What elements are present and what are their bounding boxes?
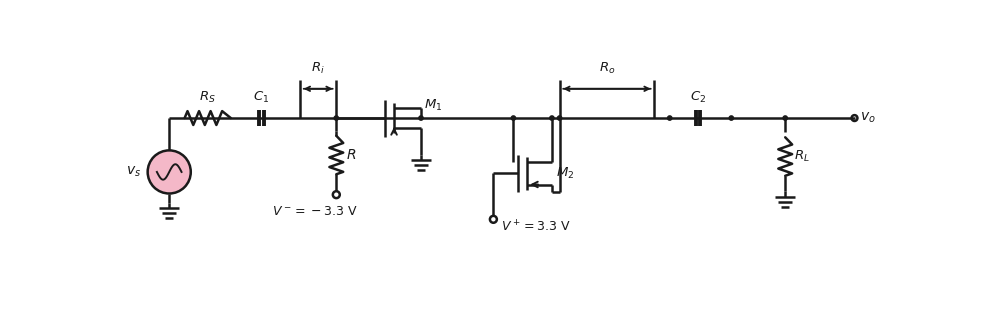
Text: $R_L$: $R_L$	[793, 149, 809, 164]
Text: $R_S$: $R_S$	[199, 90, 216, 105]
Circle shape	[667, 116, 671, 120]
Circle shape	[334, 116, 338, 120]
Circle shape	[511, 116, 515, 120]
Text: $v_o$: $v_o$	[859, 111, 875, 125]
Circle shape	[418, 116, 422, 120]
Text: $R$: $R$	[345, 148, 356, 162]
Text: $R_i$: $R_i$	[311, 60, 325, 76]
Circle shape	[557, 116, 562, 120]
Circle shape	[550, 116, 554, 120]
Text: $C_2$: $C_2$	[690, 90, 706, 105]
Text: $v_s$: $v_s$	[126, 165, 141, 179]
Circle shape	[729, 116, 733, 120]
Text: $V^+ = 3.3\ \mathrm{V}$: $V^+ = 3.3\ \mathrm{V}$	[500, 220, 571, 235]
Circle shape	[147, 150, 191, 193]
Text: $V^- = -3.3\ \mathrm{V}$: $V^- = -3.3\ \mathrm{V}$	[271, 205, 357, 218]
Circle shape	[782, 116, 786, 120]
Text: $C_1$: $C_1$	[253, 90, 269, 105]
Text: $R_o$: $R_o$	[598, 60, 614, 76]
Text: $M_1$: $M_1$	[423, 98, 442, 113]
Text: $M_2$: $M_2$	[556, 166, 574, 181]
